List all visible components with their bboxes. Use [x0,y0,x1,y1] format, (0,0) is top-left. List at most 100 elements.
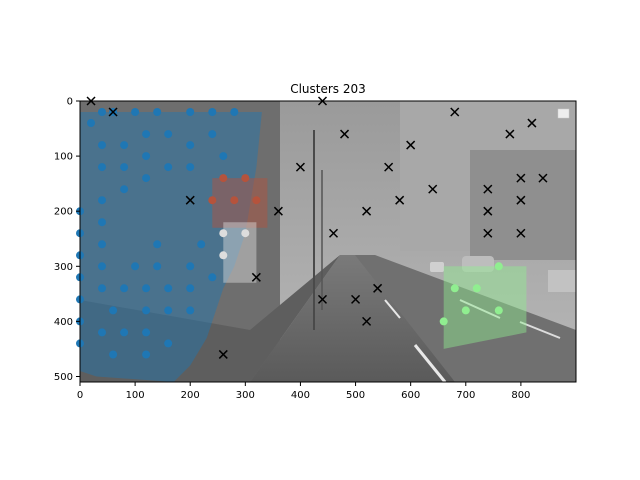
noise-point [317,294,328,304]
legend-box [557,108,570,119]
cluster-0-point [98,196,106,205]
cluster-3-hull [443,266,527,349]
noise-point [218,349,228,359]
cluster-0-point [142,174,151,183]
cluster-0-point [120,284,129,293]
noise-point [185,195,195,205]
x-tick-label: 600 [401,390,420,401]
noise-point [340,129,350,139]
noise-point [273,206,283,216]
noise-point [483,206,493,216]
y-tick-label: 200 [54,207,73,218]
cluster-0-point [142,306,151,315]
cluster-0-point [164,130,173,139]
cluster-0-point [98,240,106,249]
cluster-0-point [131,262,140,271]
x-tick-label: 800 [511,390,530,401]
y-tick-label: 0 [67,97,73,108]
cluster-1-point [252,196,261,205]
cluster-2-point [241,229,250,238]
axes-frame [79,100,577,383]
noise-point [428,184,438,194]
cluster-3-point [450,284,459,293]
cluster-0-point [142,130,151,139]
cluster-0-point [98,218,106,227]
cluster-0-point [208,273,217,282]
noise-point [295,162,305,172]
cluster-1-point [208,196,217,205]
cluster-3-point [472,284,481,293]
noise-point [527,118,537,128]
noise-point [406,140,416,150]
cluster-0-point [98,163,106,172]
noise-point [395,195,405,205]
cluster-2-hull [223,222,257,283]
cluster-0-point [186,108,195,116]
noise-point [384,162,394,172]
cluster-0-point [98,328,106,337]
x-tick-label: 0 [77,390,83,401]
noise-point [351,294,361,304]
cluster-0-point [120,185,129,194]
noise-point [505,129,515,139]
noise-points [86,96,548,359]
y-tick-label: 500 [54,372,73,383]
background-photo [80,101,576,383]
cluster-0-point [98,141,106,150]
cluster-0-point [142,152,151,161]
cluster-0-point [131,108,140,116]
cluster-0-point [142,284,151,293]
y-tick-label: 300 [54,262,73,273]
cluster-1-point [241,174,250,183]
noise-point [516,173,526,183]
y-tick-label: 400 [54,317,73,328]
cluster-3-point [461,306,470,315]
cluster-1-hull [212,178,268,228]
noise-point [362,316,372,326]
cluster-0-point [109,306,118,315]
cluster-0-point [219,152,228,161]
noise-point [538,173,548,183]
noise-point [328,228,339,238]
noise-point [251,272,261,282]
cluster-0-point [120,163,129,172]
cluster-0-point [109,350,118,359]
cluster-0-point [164,284,173,293]
noise-point [362,206,372,216]
cluster-0-point [120,141,129,150]
x-tick-label: 700 [456,390,475,401]
cluster-0-point [186,284,195,293]
cluster-3-point [494,262,503,271]
cluster-0-point [120,328,129,337]
y-axis-ticks: 0 100 200 300 400 500 [54,97,80,383]
noise-point [516,195,526,205]
noise-point [373,283,383,293]
x-tick-label: 100 [126,390,145,401]
cluster-0-point [208,108,217,116]
cluster-0-point [164,163,173,172]
cluster-0-point [230,108,239,116]
cluster-1-point [219,174,228,183]
noise-point [483,228,493,238]
chart-title: Clusters 203 [290,82,366,96]
cluster-1-point [230,196,239,205]
cluster-3-point [494,306,503,315]
y-tick-label: 100 [54,152,73,163]
x-tick-label: 300 [236,390,255,401]
cluster-2-point [219,251,228,260]
cluster-0-point [98,262,106,271]
x-tick-label: 200 [181,390,200,401]
cluster-0-point [142,350,151,359]
noise-point [483,184,493,194]
noise-point [450,107,460,117]
cluster-2-point [219,229,228,238]
cluster-0-point [164,339,173,348]
cluster-0-point [87,119,95,127]
noise-point [108,107,118,117]
cluster-0-point [153,262,162,271]
cluster-hulls [80,112,527,382]
cluster-0-point [142,328,151,337]
cluster-0-point [186,306,195,315]
cluster-0-point [153,108,162,116]
cluster-0-point [153,240,162,249]
